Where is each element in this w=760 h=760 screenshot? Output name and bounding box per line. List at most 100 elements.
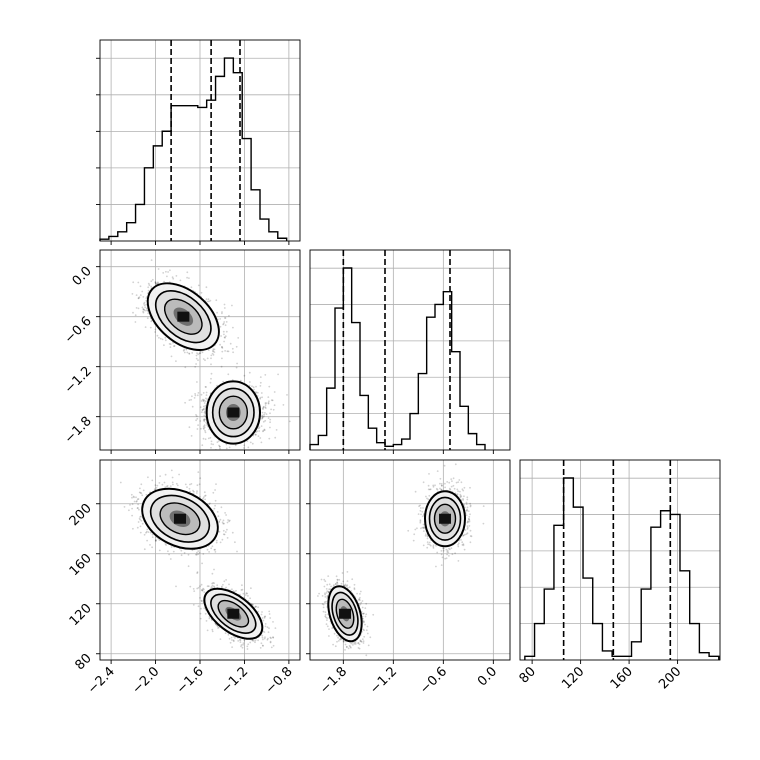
scatter-p1-p2-sample-point xyxy=(200,427,202,430)
scatter-p1-p3-sample-point xyxy=(228,637,231,640)
scatter-p1-p2-sample-point xyxy=(264,404,267,406)
scatter-p1-p3-sample-point xyxy=(260,642,263,645)
scatter-p1-p2-sample-point xyxy=(218,444,220,447)
scatter-p1-p2-sample-point xyxy=(172,277,175,280)
scatter-p1-p2-sample-point xyxy=(229,342,232,345)
scatter-p1-p3-sample-point xyxy=(267,637,269,640)
scatter-p1-p3-sample-point xyxy=(141,494,144,497)
scatter-p1-p3-sample-point xyxy=(222,583,224,586)
scatter-p1-p2-sample-point xyxy=(219,325,222,328)
scatter-p1-p2-sample-point xyxy=(134,314,137,317)
scatter-p1-p2-sample-point xyxy=(199,352,202,355)
scatter-p1-p3-sample-point xyxy=(164,473,167,476)
scatter-p1-p2-sample-point xyxy=(199,406,202,409)
scatter-p1-p3-sample-point xyxy=(137,521,140,523)
scatter-p1-p2-sample-point xyxy=(137,297,140,300)
scatter-p1-p2-sample-point xyxy=(204,406,207,409)
scatter-p1-p3-sample-point xyxy=(228,519,231,522)
scatter-p1-p2-sample-point xyxy=(188,277,190,279)
scatter-p1-p3-sample-point xyxy=(230,636,233,639)
scatter-p1-p2-sample-point xyxy=(255,391,258,394)
scatter-p1-p3-sample-point xyxy=(137,507,139,509)
scatter-p1-p3-sample-point xyxy=(217,515,220,518)
scatter-p1-p2-sample-point xyxy=(210,377,212,380)
scatter-p1-p3-sample-point xyxy=(195,553,198,556)
scatter-p1-p3-sample-point xyxy=(202,497,204,500)
scatter-p1-p2-sample-point xyxy=(251,442,254,445)
scatter-p1-p2-sample-point xyxy=(253,388,255,391)
scatter-p1-p3-sample-point xyxy=(151,533,154,536)
scatter-p1-p2-sample-point xyxy=(163,280,166,283)
scatter-p1-p2-sample-point xyxy=(154,282,157,285)
scatter-p1-p3-sample-point xyxy=(132,495,135,498)
scatter-p1-p2-sample-point xyxy=(197,284,200,287)
scatter-p1-p2-sample-point xyxy=(206,357,209,360)
scatter-p1-p2-sample-point xyxy=(200,393,203,396)
hist-p1-bars xyxy=(99,57,288,241)
scatter-p1-p3-sample-point xyxy=(136,507,139,509)
scatter-p1-p2-sample-point xyxy=(137,307,140,310)
scatter-p1-p3-sample-point xyxy=(170,469,173,472)
scatter-p1-p3-sample-point xyxy=(158,539,161,541)
scatter-p1-p2-density-peak xyxy=(177,311,190,322)
scatter-p1-p3-sample-point xyxy=(208,503,211,506)
scatter-p1-p2-sample-point xyxy=(184,366,187,369)
scatter-p1-p3-sample-point xyxy=(195,553,197,556)
scatter-p1-p3-sample-point xyxy=(211,572,214,575)
scatter-p1-p2-sample-point xyxy=(205,391,208,394)
scatter-p1-p2-sample-point xyxy=(267,396,270,398)
scatter-p1-p3-sample-point xyxy=(151,536,154,538)
scatter-p1-p2-sample-point xyxy=(191,395,193,398)
scatter-p1-p2-sample-point xyxy=(263,429,266,431)
scatter-p1-p2-sample-point xyxy=(148,284,151,287)
scatter-p1-p2-sample-point xyxy=(197,392,200,394)
scatter-p1-p2-sample-point xyxy=(237,337,240,339)
scatter-p1-p2-sample-point xyxy=(259,396,262,399)
scatter-p1-p3-sample-point xyxy=(203,607,206,610)
scatter-p1-p3-sample-point xyxy=(137,498,140,500)
scatter-p1-p2-sample-point xyxy=(258,426,261,429)
scatter-p1-p2-sample-point xyxy=(259,376,262,378)
scatter-p1-p2-sample-point xyxy=(267,417,270,419)
scatter-p1-p2-sample-point xyxy=(203,419,206,421)
scatter-p1-p2-sample-point xyxy=(243,374,246,377)
scatter-p1-p3-sample-point xyxy=(242,643,245,646)
scatter-p1-p2-marks xyxy=(131,259,291,450)
scatter-p1-p2-sample-point xyxy=(224,317,226,319)
scatter-p1-p3-sample-point xyxy=(133,500,136,503)
scatter-p1-p2-sample-point xyxy=(223,336,226,339)
scatter-p1-p2-sample-point xyxy=(256,430,259,433)
scatter-p1-p2-sample-point xyxy=(263,428,266,431)
scatter-p1-p2-sample-point xyxy=(163,344,165,347)
scatter-p1-p2-sample-point xyxy=(141,306,144,309)
scatter-p1-p3-sample-point xyxy=(222,522,225,525)
scatter-p1-p2-sample-point xyxy=(202,398,205,401)
scatter-p1-p2-sample-point xyxy=(142,310,145,313)
scatter-p1-p2-sample-point xyxy=(204,418,207,421)
scatter-p1-p3-sample-point xyxy=(254,605,257,608)
scatter-p1-p2-sample-point xyxy=(157,268,160,270)
scatter-p1-p2-density-peak xyxy=(227,407,240,418)
scatter-p1-p2-sample-point xyxy=(273,404,276,407)
scatter-p1-p2-sample-point xyxy=(260,392,263,394)
scatter-p1-p2-sample-point xyxy=(209,381,212,384)
scatter-p1-p3-sample-point xyxy=(234,637,236,639)
scatter-p1-p3-sample-point xyxy=(146,539,149,542)
scatter-p1-p3-sample-point xyxy=(231,531,234,534)
scatter-p1-p2-sample-point xyxy=(263,413,265,416)
scatter-p1-p2-sample-point xyxy=(195,357,198,360)
scatter-p1-p2-sample-point xyxy=(195,354,198,357)
scatter-p1-p2-sample-point xyxy=(261,416,264,419)
scatter-p1-p2-sample-point xyxy=(213,348,216,351)
scatter-p1-p2-sample-point xyxy=(224,350,227,352)
scatter-p1-p3-sample-point xyxy=(143,548,146,551)
scatter-p1-p2-sample-point xyxy=(223,321,226,323)
scatter-p1-p2-sample-point xyxy=(261,396,263,399)
scatter-p1-p2-sample-point xyxy=(191,352,194,354)
scatter-p1-p3-sample-point xyxy=(246,645,249,648)
scatter-p1-p3-sample-point xyxy=(140,483,143,486)
scatter-p1-p2-sample-point xyxy=(201,444,204,447)
scatter-p1-p2-sample-point xyxy=(194,393,197,395)
scatter-p1-p2-sample-point xyxy=(202,400,205,402)
